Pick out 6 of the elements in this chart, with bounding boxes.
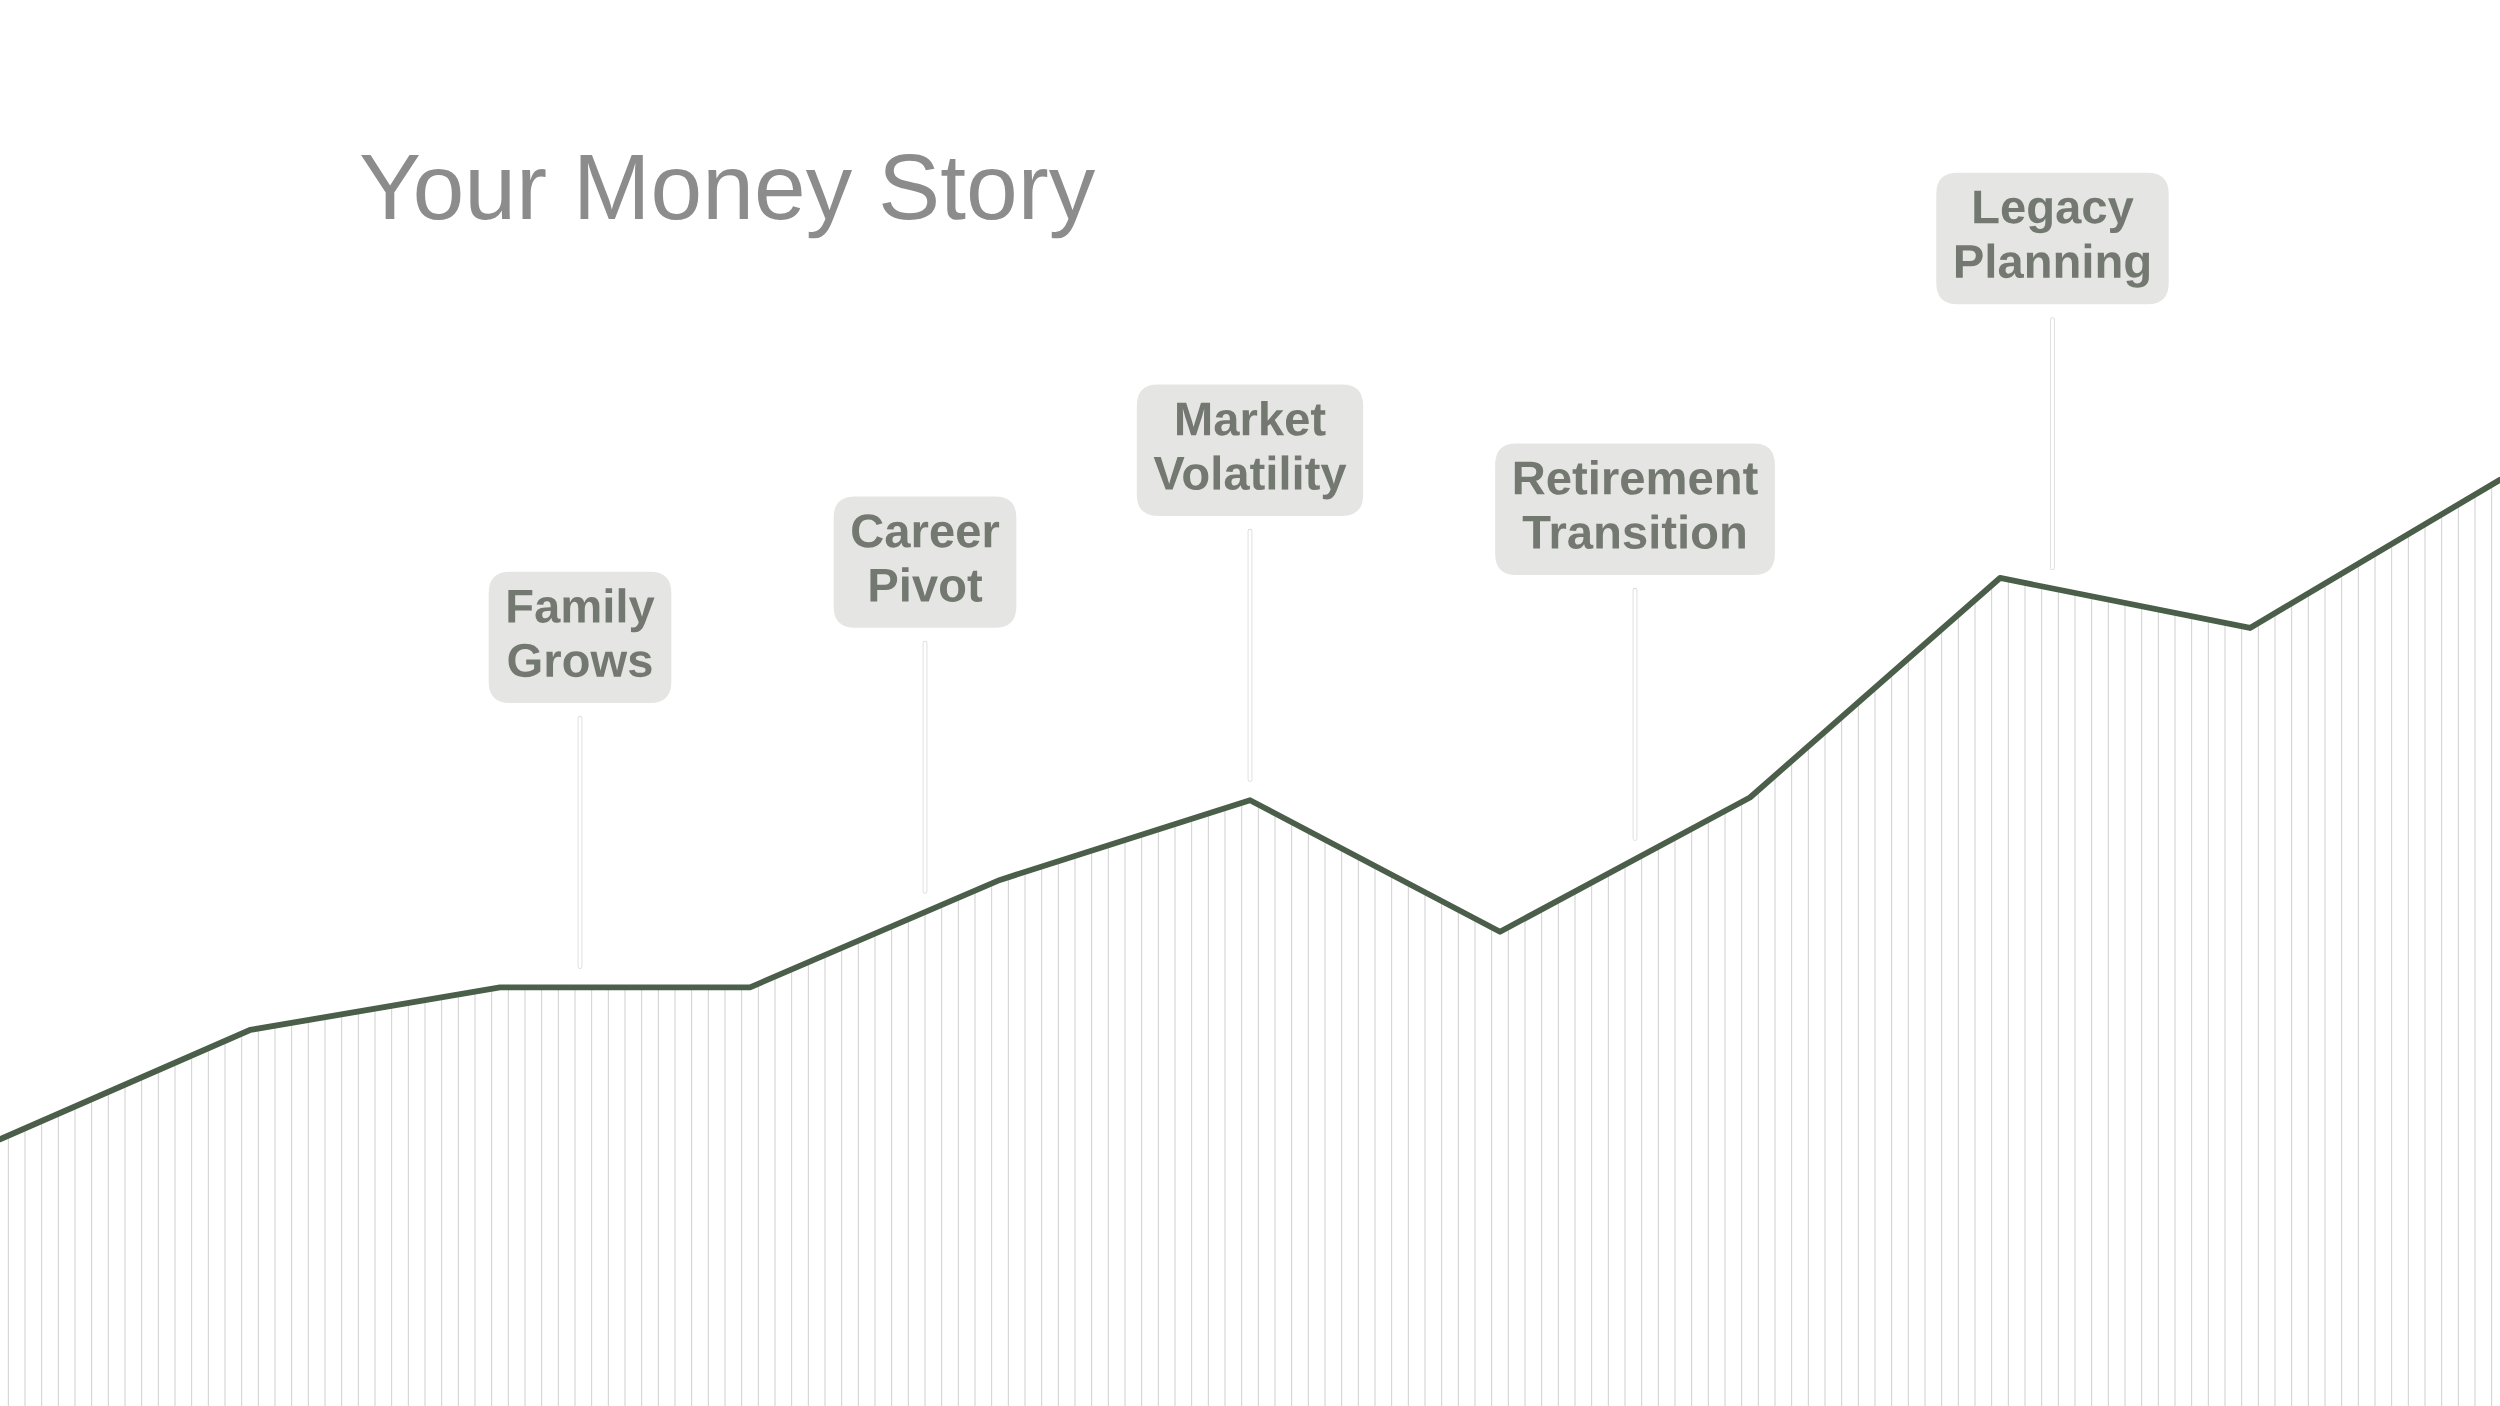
annotation: Career Pivot [852, 514, 1000, 602]
annotation: Retirement Transition [1514, 460, 1758, 550]
annotation: Market Volatility [1153, 401, 1347, 500]
chart-title: Your Money Story [361, 154, 1096, 239]
annotation: Family Grows [508, 588, 655, 678]
text: Legacy Planning [1955, 190, 2150, 288]
